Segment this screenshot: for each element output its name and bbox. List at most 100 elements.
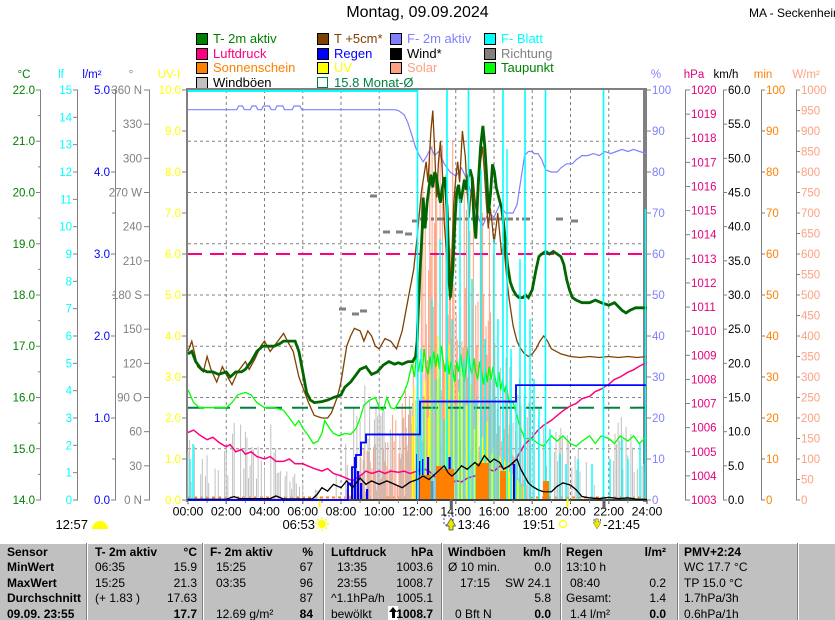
svg-text:30: 30 (129, 461, 142, 473)
svg-text:13: 13 (59, 140, 72, 152)
svg-text:04:00: 04:00 (249, 505, 280, 519)
svg-text:1010: 1010 (691, 326, 717, 338)
svg-text:11: 11 (60, 194, 72, 206)
svg-text:30: 30 (652, 372, 665, 384)
svg-text:45.0: 45.0 (728, 188, 750, 200)
svg-text:10: 10 (59, 222, 72, 234)
svg-text:1000: 1000 (801, 85, 827, 97)
svg-text:450: 450 (801, 311, 820, 323)
svg-text:55.0: 55.0 (728, 119, 750, 131)
svg-text:60: 60 (652, 249, 665, 261)
svg-text:17.0: 17.0 (13, 341, 35, 353)
svg-text:22:00: 22:00 (593, 505, 624, 519)
svg-text:50.0: 50.0 (728, 153, 750, 165)
svg-text:90: 90 (652, 126, 665, 138)
svg-text:50: 50 (801, 475, 814, 487)
svg-text:40: 40 (652, 331, 665, 343)
svg-text:150: 150 (801, 434, 820, 446)
svg-text:1004: 1004 (691, 471, 717, 483)
svg-text:300: 300 (123, 153, 142, 165)
svg-text:20: 20 (766, 413, 779, 425)
svg-text:22.0: 22.0 (13, 85, 35, 97)
svg-text:06:00: 06:00 (287, 505, 318, 519)
svg-text:°: ° (129, 69, 134, 81)
svg-text:06:53: 06:53 (282, 517, 315, 532)
svg-text:550: 550 (801, 270, 820, 282)
svg-text:1014: 1014 (691, 230, 717, 242)
svg-text:270 W: 270 W (109, 188, 142, 200)
svg-text:12: 12 (59, 167, 72, 179)
svg-text:70: 70 (652, 208, 665, 220)
svg-text:50: 50 (766, 290, 779, 302)
svg-text:180 S: 180 S (112, 290, 142, 302)
svg-text:750: 750 (801, 188, 820, 200)
svg-text:0: 0 (801, 495, 807, 507)
svg-text:1005: 1005 (691, 447, 717, 459)
svg-text:12:57: 12:57 (55, 517, 88, 532)
svg-text:1013: 1013 (691, 254, 717, 266)
svg-text:20.0: 20.0 (13, 188, 35, 200)
svg-text:16:00: 16:00 (479, 505, 510, 519)
svg-text:600: 600 (801, 249, 820, 261)
svg-text:350: 350 (801, 352, 820, 364)
svg-text:950: 950 (801, 106, 820, 118)
svg-text:5.0: 5.0 (165, 290, 181, 302)
svg-text:1.0: 1.0 (165, 454, 181, 466)
svg-text:24:00: 24:00 (632, 505, 663, 519)
svg-text:4: 4 (66, 386, 73, 398)
svg-text:08:00: 08:00 (326, 505, 357, 519)
svg-text:0: 0 (766, 495, 772, 507)
svg-text:2.0: 2.0 (165, 413, 181, 425)
svg-text:6: 6 (66, 331, 72, 343)
svg-text:100: 100 (652, 85, 671, 97)
svg-text:°C: °C (18, 69, 31, 81)
svg-text:30: 30 (766, 372, 779, 384)
svg-text:13:46: 13:46 (457, 517, 490, 532)
svg-text:150: 150 (123, 324, 142, 336)
svg-text:15.0: 15.0 (13, 444, 35, 456)
svg-text:14.0: 14.0 (13, 495, 35, 507)
svg-text:hPa: hPa (684, 69, 705, 81)
svg-text:70: 70 (766, 208, 779, 220)
svg-text:200: 200 (801, 413, 820, 425)
svg-text:5.0: 5.0 (728, 461, 744, 473)
svg-text:80: 80 (652, 167, 665, 179)
svg-text:-21:45: -21:45 (603, 517, 640, 532)
svg-text:0.0: 0.0 (728, 495, 744, 507)
svg-text:40: 40 (766, 331, 779, 343)
svg-text:1012: 1012 (691, 278, 717, 290)
svg-text:3.0: 3.0 (165, 372, 181, 384)
svg-text:10: 10 (766, 454, 779, 466)
svg-text:0.0: 0.0 (94, 495, 110, 507)
svg-text:1017: 1017 (691, 157, 717, 169)
svg-text:19.0: 19.0 (13, 239, 35, 251)
svg-text:120: 120 (123, 358, 142, 370)
svg-text:0 N: 0 N (124, 495, 142, 507)
svg-text:80: 80 (766, 167, 779, 179)
svg-text:90 O: 90 O (117, 393, 142, 405)
svg-text:0.0: 0.0 (165, 495, 181, 507)
svg-text:1: 1 (66, 468, 72, 480)
svg-text:8.0: 8.0 (165, 167, 181, 179)
svg-text:10.0: 10.0 (728, 427, 750, 439)
svg-text:21.0: 21.0 (13, 136, 35, 148)
svg-text:0: 0 (66, 495, 72, 507)
svg-text:15.0: 15.0 (728, 393, 750, 405)
svg-text:l/m²: l/m² (82, 69, 101, 81)
svg-text:19:51: 19:51 (522, 517, 555, 532)
svg-text:60: 60 (129, 427, 142, 439)
svg-text:14: 14 (59, 112, 72, 124)
svg-text:1015: 1015 (691, 206, 717, 218)
svg-text:km/h: km/h (714, 69, 739, 81)
svg-text:300: 300 (801, 372, 820, 384)
svg-text:1007: 1007 (691, 399, 717, 411)
svg-text:250: 250 (801, 393, 820, 405)
svg-text:W/m²: W/m² (792, 69, 820, 81)
svg-text:18.0: 18.0 (13, 290, 35, 302)
svg-text:35.0: 35.0 (728, 256, 750, 268)
svg-text:8: 8 (66, 276, 72, 288)
svg-text:1011: 1011 (691, 302, 716, 314)
svg-text:1019: 1019 (691, 109, 717, 121)
svg-text:30.0: 30.0 (728, 290, 750, 302)
svg-text:6.0: 6.0 (165, 249, 181, 261)
